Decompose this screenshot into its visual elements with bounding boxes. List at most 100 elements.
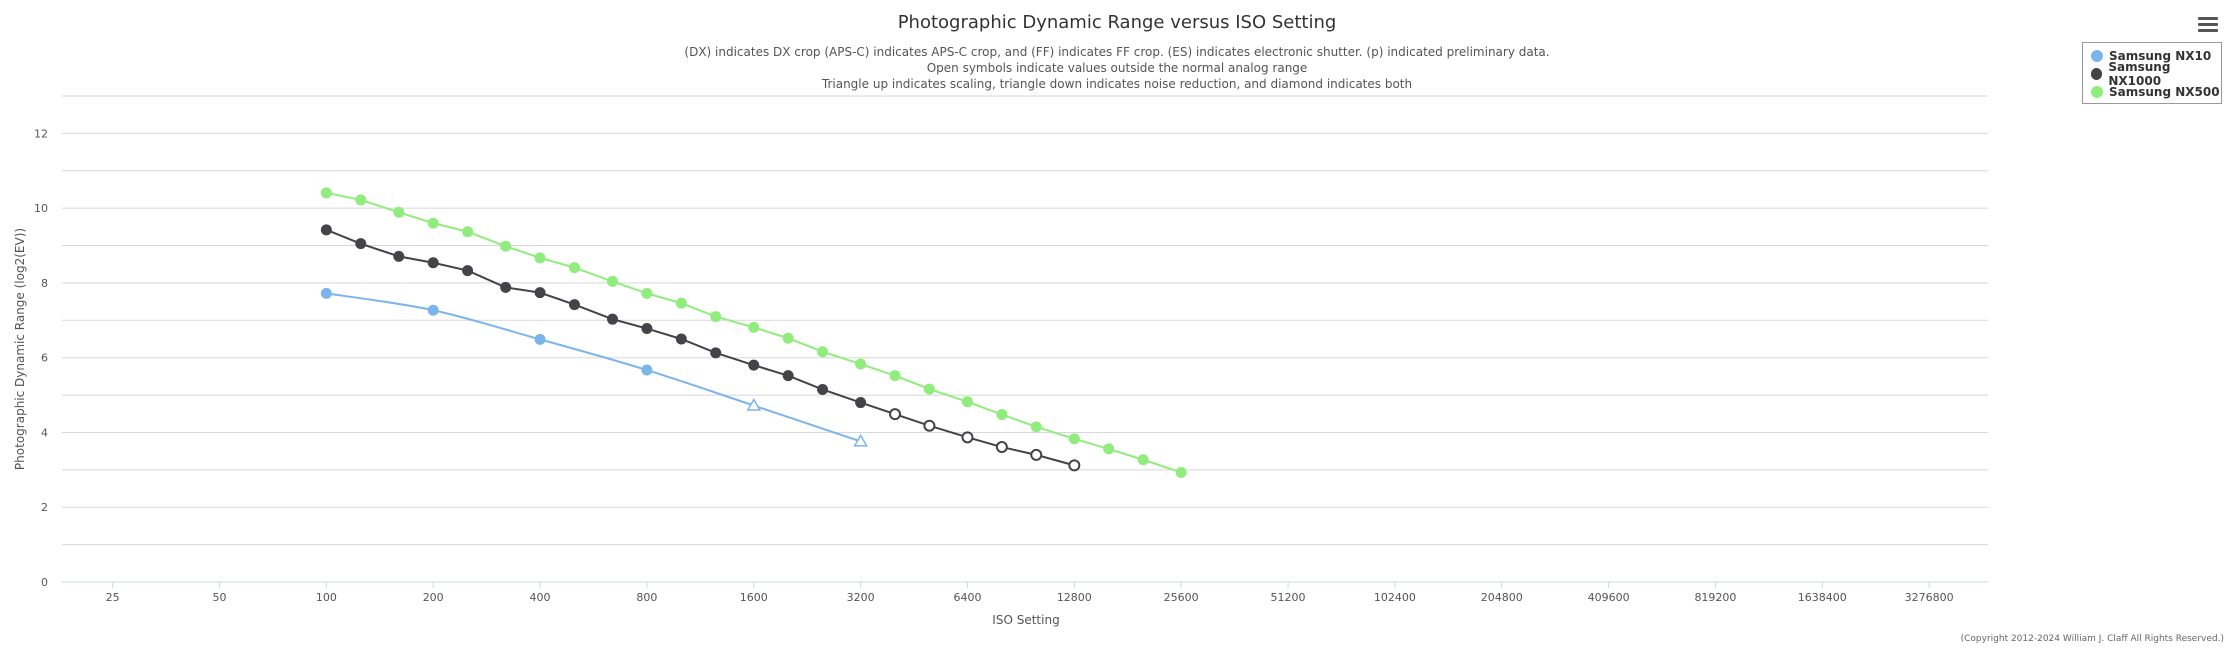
x-tick-label: 25600: [1164, 591, 1199, 604]
y-axis-label: Photographic Dynamic Range (log2(EV)): [13, 228, 27, 470]
data-point: [1030, 421, 1042, 433]
chart-menu-icon[interactable]: [2196, 14, 2220, 36]
series-line: [326, 292, 861, 443]
chart-legend: Samsung NX10 Samsung NX1000 Samsung NX50…: [2082, 42, 2222, 104]
chart-title: Photographic Dynamic Range versus ISO Se…: [898, 12, 1337, 33]
data-point: [855, 358, 867, 370]
data-point: [534, 252, 546, 264]
y-tick-label: 0: [41, 576, 48, 589]
legend-label-nx10: Samsung NX10: [2109, 48, 2212, 63]
data-point: [961, 396, 973, 408]
y-tick-label: 12: [34, 127, 48, 140]
legend-item-nx10[interactable]: Samsung NX10: [2091, 47, 2211, 64]
data-point: [923, 383, 935, 395]
data-point: [534, 333, 546, 345]
data-point: [534, 287, 546, 299]
x-tick-label: 3276800: [1905, 591, 1954, 604]
data-point: [641, 287, 653, 299]
data-point: [1103, 443, 1115, 455]
x-axis-label: ISO Setting: [992, 613, 1059, 627]
data-point: [607, 275, 619, 287]
x-tick-label: 1638400: [1798, 591, 1847, 604]
series-group: [320, 187, 1187, 478]
data-point: [817, 346, 829, 358]
y-tick-label: 6: [41, 352, 48, 365]
x-tick-label: 25: [106, 591, 120, 604]
data-point: [853, 433, 868, 447]
data-point: [568, 299, 580, 311]
series-line: [325, 228, 1075, 467]
data-point: [568, 262, 580, 274]
x-tick-label: 6400: [953, 591, 981, 604]
data-point: [961, 431, 974, 444]
x-tick-label: 204800: [1481, 591, 1523, 604]
legend-item-nx500[interactable]: Samsung NX500: [2091, 83, 2220, 100]
x-tick-label: 51200: [1271, 591, 1306, 604]
legend-swatch-nx1000: [2091, 67, 2103, 80]
x-tick-label: 3200: [847, 591, 875, 604]
data-point: [996, 409, 1008, 421]
y-tick-label: 2: [41, 501, 48, 514]
legend-label-nx1000: Samsung NX1000: [2108, 59, 2171, 88]
data-point: [607, 313, 619, 325]
data-point: [889, 370, 901, 382]
x-tick-label: 800: [636, 591, 657, 604]
data-point: [641, 364, 653, 376]
data-point: [923, 419, 936, 432]
chart-subtitle-line-3: Triangle up indicates scaling, triangle …: [821, 77, 1412, 91]
x-tick-label: 819200: [1694, 591, 1736, 604]
x-tick-label: 200: [423, 591, 444, 604]
y-tick-label: 8: [41, 277, 48, 290]
data-point: [355, 238, 367, 250]
data-point: [355, 194, 367, 206]
chart-subtitle-line-1: (DX) indicates DX crop (APS-C) indicates…: [684, 45, 1549, 59]
data-point: [710, 311, 722, 323]
data-point: [889, 408, 902, 421]
legend-label-nx500: Samsung NX500: [2109, 84, 2220, 99]
grid: [62, 95, 1988, 588]
data-point: [817, 383, 829, 395]
data-point: [320, 224, 332, 236]
data-point: [427, 257, 439, 269]
data-point: [427, 304, 439, 316]
data-point: [675, 333, 687, 345]
data-point: [641, 323, 653, 335]
data-point: [710, 347, 722, 359]
x-tick-label: 409600: [1588, 591, 1630, 604]
legend-swatch-nx500: [2091, 85, 2103, 98]
x-tick-label: 1600: [740, 591, 768, 604]
data-point: [748, 359, 760, 371]
data-point: [782, 332, 794, 344]
x-tick-label: 400: [530, 591, 551, 604]
x-tick-label: 100: [316, 591, 337, 604]
chart-subtitle-line-2: Open symbols indicate values outside the…: [927, 61, 1308, 75]
data-point: [393, 250, 405, 262]
data-point: [746, 398, 762, 411]
data-point: [393, 206, 405, 218]
data-point: [748, 321, 760, 333]
x-tick-label: 102400: [1374, 591, 1416, 604]
data-point: [1175, 466, 1187, 478]
x-tick-labels: 25 50 100 200 400 800 1600 3200 6400 12800 25600 51…: [106, 591, 1954, 604]
x-tick-label: 50: [212, 591, 226, 604]
y-tick-label: 10: [34, 202, 48, 215]
data-point: [500, 281, 512, 293]
data-point: [855, 397, 867, 409]
legend-item-nx1000[interactable]: Samsung NX1000: [2091, 60, 2221, 88]
data-point: [782, 370, 794, 382]
data-point: [1068, 433, 1080, 445]
data-point: [1137, 454, 1149, 466]
data-point: [320, 287, 332, 299]
y-tick-label: 4: [41, 426, 48, 439]
data-point: [462, 265, 474, 277]
data-point: [462, 226, 474, 238]
legend-swatch-nx10: [2091, 49, 2103, 62]
data-point: [427, 217, 439, 229]
data-point: [320, 187, 332, 199]
data-point: [500, 240, 512, 252]
data-point: [1030, 448, 1043, 461]
x-tick-label: 12800: [1057, 591, 1092, 604]
data-point: [995, 441, 1008, 454]
data-point: [675, 297, 687, 309]
